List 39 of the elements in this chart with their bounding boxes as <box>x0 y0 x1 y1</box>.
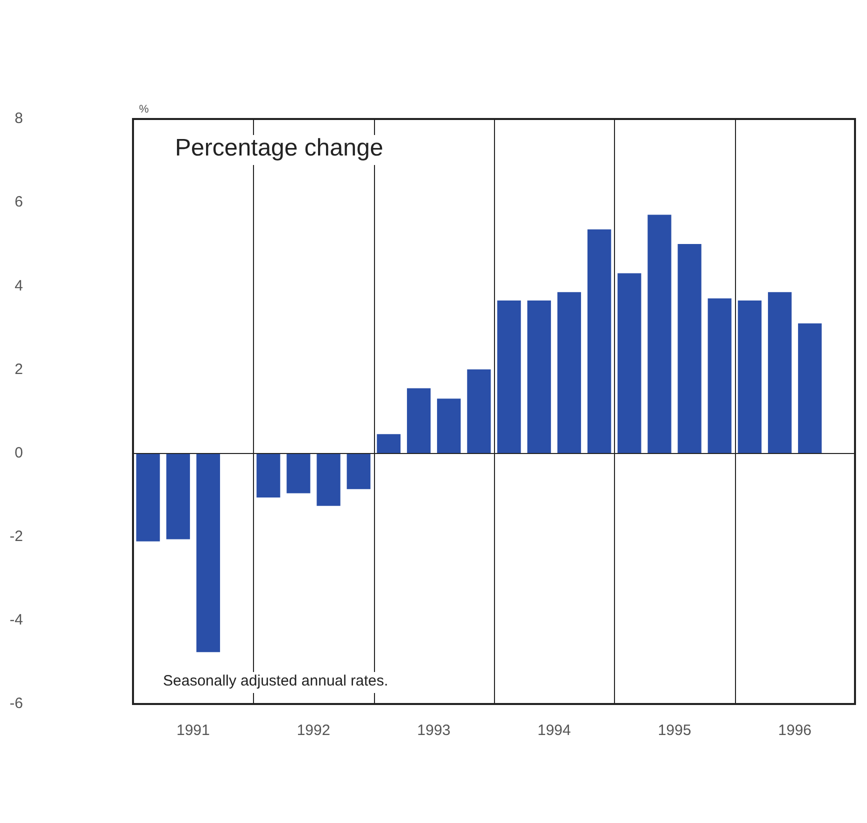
bar <box>587 229 612 454</box>
y-tick-label: -6 <box>10 695 23 712</box>
x-tick-label: 1991 <box>176 722 210 740</box>
bar <box>708 298 732 454</box>
bar <box>406 388 431 454</box>
bar <box>738 300 762 454</box>
annotation: Seasonally adjusted annual rates. <box>163 672 388 690</box>
y-tick-label: 8 <box>14 110 23 128</box>
y-tick-label: 4 <box>14 277 23 294</box>
x-tick-label: 1993 <box>417 722 451 740</box>
x-tick-label: 1992 <box>296 722 330 740</box>
bar <box>256 452 280 498</box>
y-tick-label: -2 <box>10 528 23 545</box>
bar <box>648 214 672 454</box>
bar <box>376 434 401 454</box>
bar <box>467 369 491 454</box>
text: Percentage change <box>175 134 384 162</box>
y-axis-title: % <box>139 104 149 116</box>
bar <box>497 300 521 454</box>
bar <box>618 273 642 454</box>
bar <box>768 292 792 454</box>
bar <box>166 452 190 540</box>
bar <box>136 452 160 542</box>
bar <box>316 452 340 506</box>
y-tick-label: 6 <box>14 194 23 211</box>
x-tick-label: 1996 <box>778 722 812 740</box>
y-tick-label: 2 <box>14 360 23 378</box>
bar <box>196 452 220 652</box>
bar <box>557 292 582 454</box>
bar <box>286 452 310 494</box>
bar <box>798 323 822 454</box>
x-tick-label: 1994 <box>537 722 571 740</box>
bar <box>437 398 461 454</box>
bar <box>346 452 370 490</box>
bar <box>527 300 551 454</box>
y-tick-label: 0 <box>14 444 23 462</box>
y-tick-label: -4 <box>10 612 23 629</box>
bar <box>678 244 702 454</box>
x-tick-label: 1995 <box>658 722 692 740</box>
